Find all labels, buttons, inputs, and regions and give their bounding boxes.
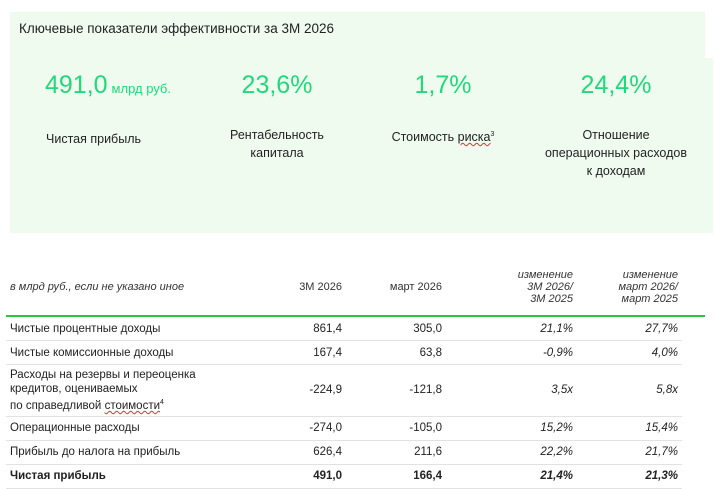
table-row: Чистые комиссионные доходы 167,4 63,8 -0,9%… <box>6 340 705 365</box>
panel-title: Ключевые показатели эффективности за 3М … <box>19 21 335 36</box>
kpi-label-line: Отношение <box>582 128 650 142</box>
kpi-label-line: Рентабельность <box>230 128 324 142</box>
header-units: в млрд руб., если не указано иное <box>10 280 185 293</box>
footnote-ref: 3 <box>490 131 495 138</box>
kpi-cost-of-risk: 1,7% Стоимость риска3 <box>358 70 528 146</box>
table-row: Прибыль до налога на прибыль 626,4 211,6 22… <box>6 440 705 465</box>
kpi-label-line: операционных расходов <box>544 146 687 160</box>
header-change-march: изменение март 2026/март 2025 <box>618 268 678 305</box>
header-3m-2026: 3М 2026 <box>299 280 342 293</box>
table-row: Чистые процентные доходы 861,4 305,0 21,1% 2… <box>6 316 705 341</box>
kpi-unit: млрд руб. <box>111 81 171 96</box>
kpi-value: 23,6% <box>241 71 313 99</box>
kpi-net-profit: 491,0 млрд руб. Чистая прибыль <box>18 70 198 148</box>
header-change-3m: изменение 3М 2026/3М 2025 <box>517 268 573 305</box>
kpi-label: Чистая прибыль <box>46 132 141 146</box>
kpi-label-line: капитала <box>250 146 304 160</box>
header-march-2026: март 2026 <box>389 280 442 293</box>
table-row: Операционные расходы -274,0 -105,0 15,2% 15,… <box>6 416 705 441</box>
kpi-label: Стоимость <box>391 130 458 145</box>
table-row: Расходы на резервы и переоценка кредитов,… <box>6 364 705 417</box>
kpi-value: 24,4% <box>580 71 652 99</box>
financials-table: в млрд руб., если не указано иное 3М 202… <box>6 258 705 489</box>
kpi-panel-extension <box>700 58 713 233</box>
kpi-label-underlined: риска <box>457 130 491 145</box>
kpi-value: 1,7% <box>414 71 472 99</box>
table-row-total: Чистая прибыль 491,0 166,4 21,4% 21,3% <box>6 464 705 489</box>
kpi-label-line: к доходам <box>586 164 646 178</box>
kpi-panel <box>10 12 705 233</box>
kpi-cir: 24,4% Отношение операционных расходов к до… <box>531 70 701 180</box>
kpi-roe: 23,6% Рентабельность капитала <box>192 70 362 162</box>
kpi-value: 491,0 <box>44 71 108 99</box>
table-header-row: в млрд руб., если не указано иное 3М 202… <box>6 258 705 316</box>
